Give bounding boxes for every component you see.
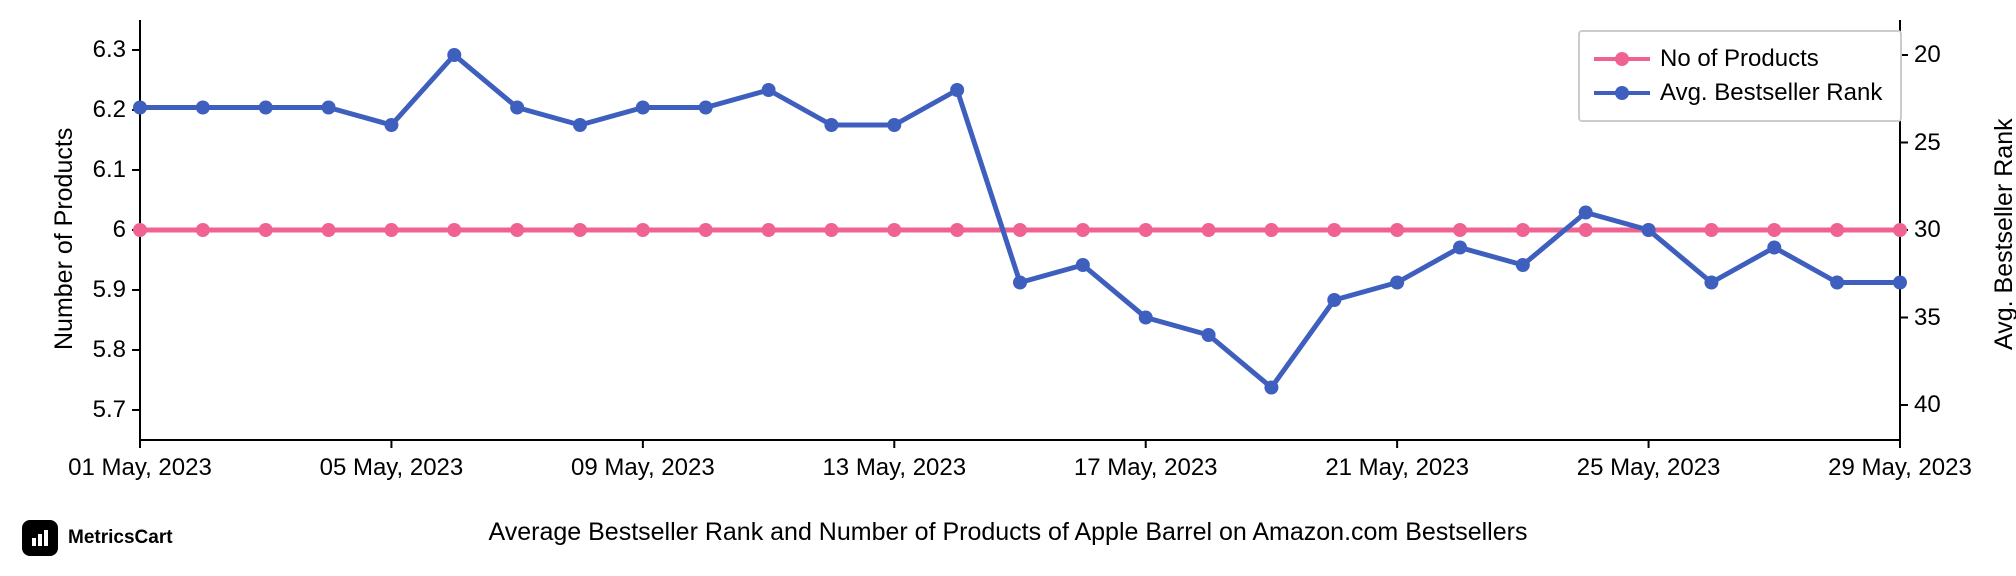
tick-label: 5.8	[93, 336, 126, 364]
tick-label: 13 May, 2023	[822, 454, 966, 482]
tick-label: 5.9	[93, 276, 126, 304]
y-axis-right-label: Avg. Bestseller Rank	[1990, 118, 2016, 350]
y-axis-left-label: Number of Products	[50, 128, 79, 350]
tick-label: 6.3	[93, 36, 126, 64]
tick-label: 17 May, 2023	[1074, 454, 1218, 482]
brand-name: MetricsCart	[68, 527, 173, 549]
tick-label: 35	[1914, 304, 1941, 332]
tick-label: 6	[113, 216, 126, 244]
chart-caption: Average Bestseller Rank and Number of Pr…	[0, 518, 2016, 547]
tick-label: 21 May, 2023	[1325, 454, 1469, 482]
tick-label: 25 May, 2023	[1577, 454, 1721, 482]
tick-label: 09 May, 2023	[571, 454, 715, 482]
tick-label: 40	[1914, 391, 1941, 419]
legend-item-products: No of Products	[1594, 42, 1882, 76]
tick-label: 6.2	[93, 96, 126, 124]
tick-label: 6.1	[93, 156, 126, 184]
tick-label: 5.7	[93, 396, 126, 424]
tick-label: 25	[1914, 129, 1941, 157]
tick-label: 20	[1914, 41, 1941, 69]
tick-label: 30	[1914, 216, 1941, 244]
legend-label-products: No of Products	[1660, 45, 1819, 73]
brand-badge-icon	[22, 520, 58, 556]
legend: No of Products Avg. Bestseller Rank	[1578, 30, 1902, 122]
tick-label: 29 May, 2023	[1828, 454, 1972, 482]
tick-label: 01 May, 2023	[68, 454, 212, 482]
legend-item-rank: Avg. Bestseller Rank	[1594, 76, 1882, 110]
legend-label-rank: Avg. Bestseller Rank	[1660, 79, 1882, 107]
brand-footer: MetricsCart	[22, 520, 173, 556]
tick-label: 05 May, 2023	[320, 454, 464, 482]
chart-container: Number of Products Avg. Bestseller Rank …	[0, 0, 2016, 576]
